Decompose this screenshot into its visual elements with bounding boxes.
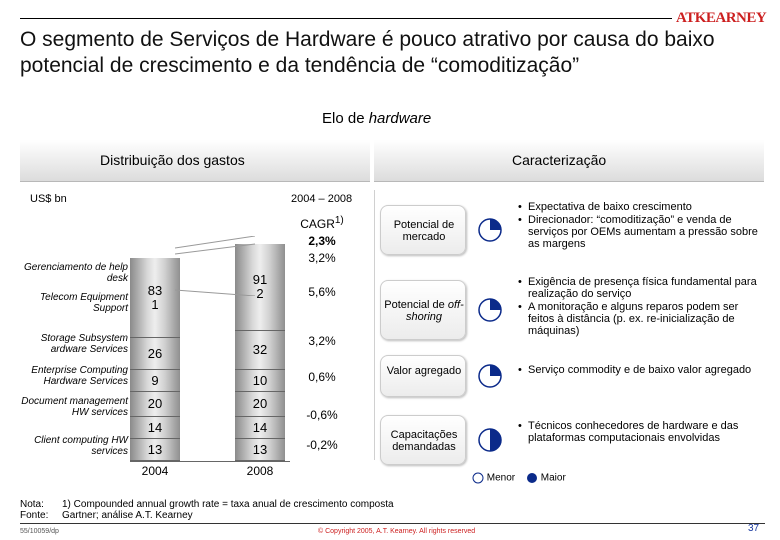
bullet-item: A monitoração e alguns reparos podem ser… [514,301,760,337]
copyright: © Copyright 2005, A.T. Kearney. All righ… [318,528,476,535]
page-number: 37 [748,523,760,534]
legend-low: Menor [472,472,515,484]
bar-segment-2008-3: 10 [235,370,285,392]
segment-label-client: Client computing HW services [34,435,128,457]
bar-segment-2004-2: 20 [130,392,180,417]
bar-value-label: 14 [147,419,163,435]
bar-value-label: 13 [252,441,268,457]
bullet-item: Técnicos conhecedores de hardware e das … [514,420,760,444]
bar-segment-2008-2: 20 [235,392,285,417]
full-ball-icon [527,473,537,483]
row-bullets: Exigência de presença física fundamental… [514,276,760,338]
segment-label-telecom: Telecom Equipment Support [39,292,128,314]
segment-label-enterprise: Enterprise Computing Hardware Services [31,365,128,387]
bar-value-label: 20 [147,396,163,411]
bar-segment-2004-4: 26 [130,338,180,370]
document-code: 55/10059/dp [20,528,59,535]
bullet-item: Exigência de presença física fundamental… [514,276,760,300]
row-label-box: Valor agregado [380,355,466,397]
cagr-total: 2,3% [308,234,336,248]
x-tick-label: 2004 [141,464,169,478]
row-label-box: Potencial de off-shoring [380,280,466,340]
subtitle-prefix: Elo de [322,110,369,127]
legend-high: Maior [526,472,566,484]
empty-ball-icon [472,472,484,484]
bar-segment-2004-5: 83 1 [130,258,180,338]
harvey-ball-icon [478,428,502,452]
chart-baseline [130,461,290,462]
harvey-ball-icon [478,364,502,388]
bar-value-label: 91 2 [252,272,268,301]
right-header: Caracterização [374,140,764,182]
harvey-ball-icon [478,218,502,242]
subtitle: Elo de hardware [322,110,431,127]
bar-connector-lines [175,236,255,296]
unit-label: US$ bn [30,193,67,205]
segment-label-document: Document management HW services [21,396,128,418]
left-header: Distribuição dos gastos [20,140,370,182]
row-label-box: Potencial de mercado [380,205,466,255]
row-bullets: Expectativa de baixo crescimentoDirecion… [514,201,760,251]
brand-logo: ATKEARNEY [676,10,767,26]
subtitle-emphasis: hardware [368,110,432,127]
cagr-header: CAGR1) 2,3% 3,2% [284,212,360,267]
x-tick-label: 2008 [246,464,274,478]
footer-rule [20,523,765,524]
row-bullets: Técnicos conhecedores de hardware e das … [514,420,760,445]
bar-segment-2008-4: 32 [235,331,285,370]
cagr-value: -0,2% [306,438,338,452]
segment-label-help-desk: Gerenciamento de help desk [24,262,128,284]
harvey-ball-icon [478,298,502,322]
bullet-item: Expectativa de baixo crescimento [514,201,760,213]
row-label: Capacitações demandadas [390,429,458,453]
cagr-value: 3,2% [308,334,336,348]
cagr-top-segment: 3,2% [308,251,336,265]
bar-segment-2004-0: 13 [130,439,180,461]
note-text: 1) Compounded annual growth rate = taxa … [62,499,394,510]
bar-value-label: 83 1 [147,282,163,312]
bar-segment-2008-0: 13 [235,439,285,461]
bar-segment-2004-3: 9 [130,370,180,392]
bar-value-label: 26 [147,345,163,361]
row-label: Potencial de off-shoring [384,299,464,323]
legend-low-label: Menor [486,472,516,484]
row-label: Valor agregado [386,365,462,377]
bullet-item: Direcionador: “comoditização” e venda de… [514,214,760,250]
bar-value-label: 14 [252,419,268,435]
period-label: 2004 – 2008 [291,193,353,205]
row-label-box: Capacitações demandadas [380,415,466,465]
cagr-title: CAGR [300,217,335,231]
note-label: Nota: [20,499,44,510]
bar-value-label: 20 [252,396,268,411]
bar-value-label: 13 [147,441,163,457]
source-label: Fonte: [20,510,49,521]
left-header-label: Distribuição dos gastos [100,152,245,168]
source-text: Gartner; análise A.T. Kearney [62,510,193,521]
row-bullets: Serviço commodity e de baixo valor agreg… [514,364,760,377]
segment-label-storage: Storage Subsystem ardware Services [40,333,128,355]
right-header-label: Caracterização [512,152,607,168]
legend-high-label: Maior [540,472,566,484]
bar-value-label: 9 [151,372,159,388]
cagr-value: -0,6% [306,408,338,422]
cagr-value: 0,6% [308,370,336,384]
bar-segment-2004-1: 14 [130,417,180,439]
cagr-footnote-mark: 1) [334,215,344,226]
page-title: O segmento de Serviços de Hardware é pou… [20,28,715,77]
panel-divider [374,190,375,460]
bar-value-label: 10 [252,372,268,388]
bullet-item: Serviço commodity e de baixo valor agreg… [514,364,760,376]
cagr-value: 5,6% [308,285,336,299]
bar-segment-2008-1: 14 [235,417,285,439]
top-rule [20,18,672,19]
bar-value-label: 32 [252,342,268,357]
row-label: Potencial de mercado [393,219,455,243]
bar-segment-2008-5: 91 2 [235,244,285,331]
